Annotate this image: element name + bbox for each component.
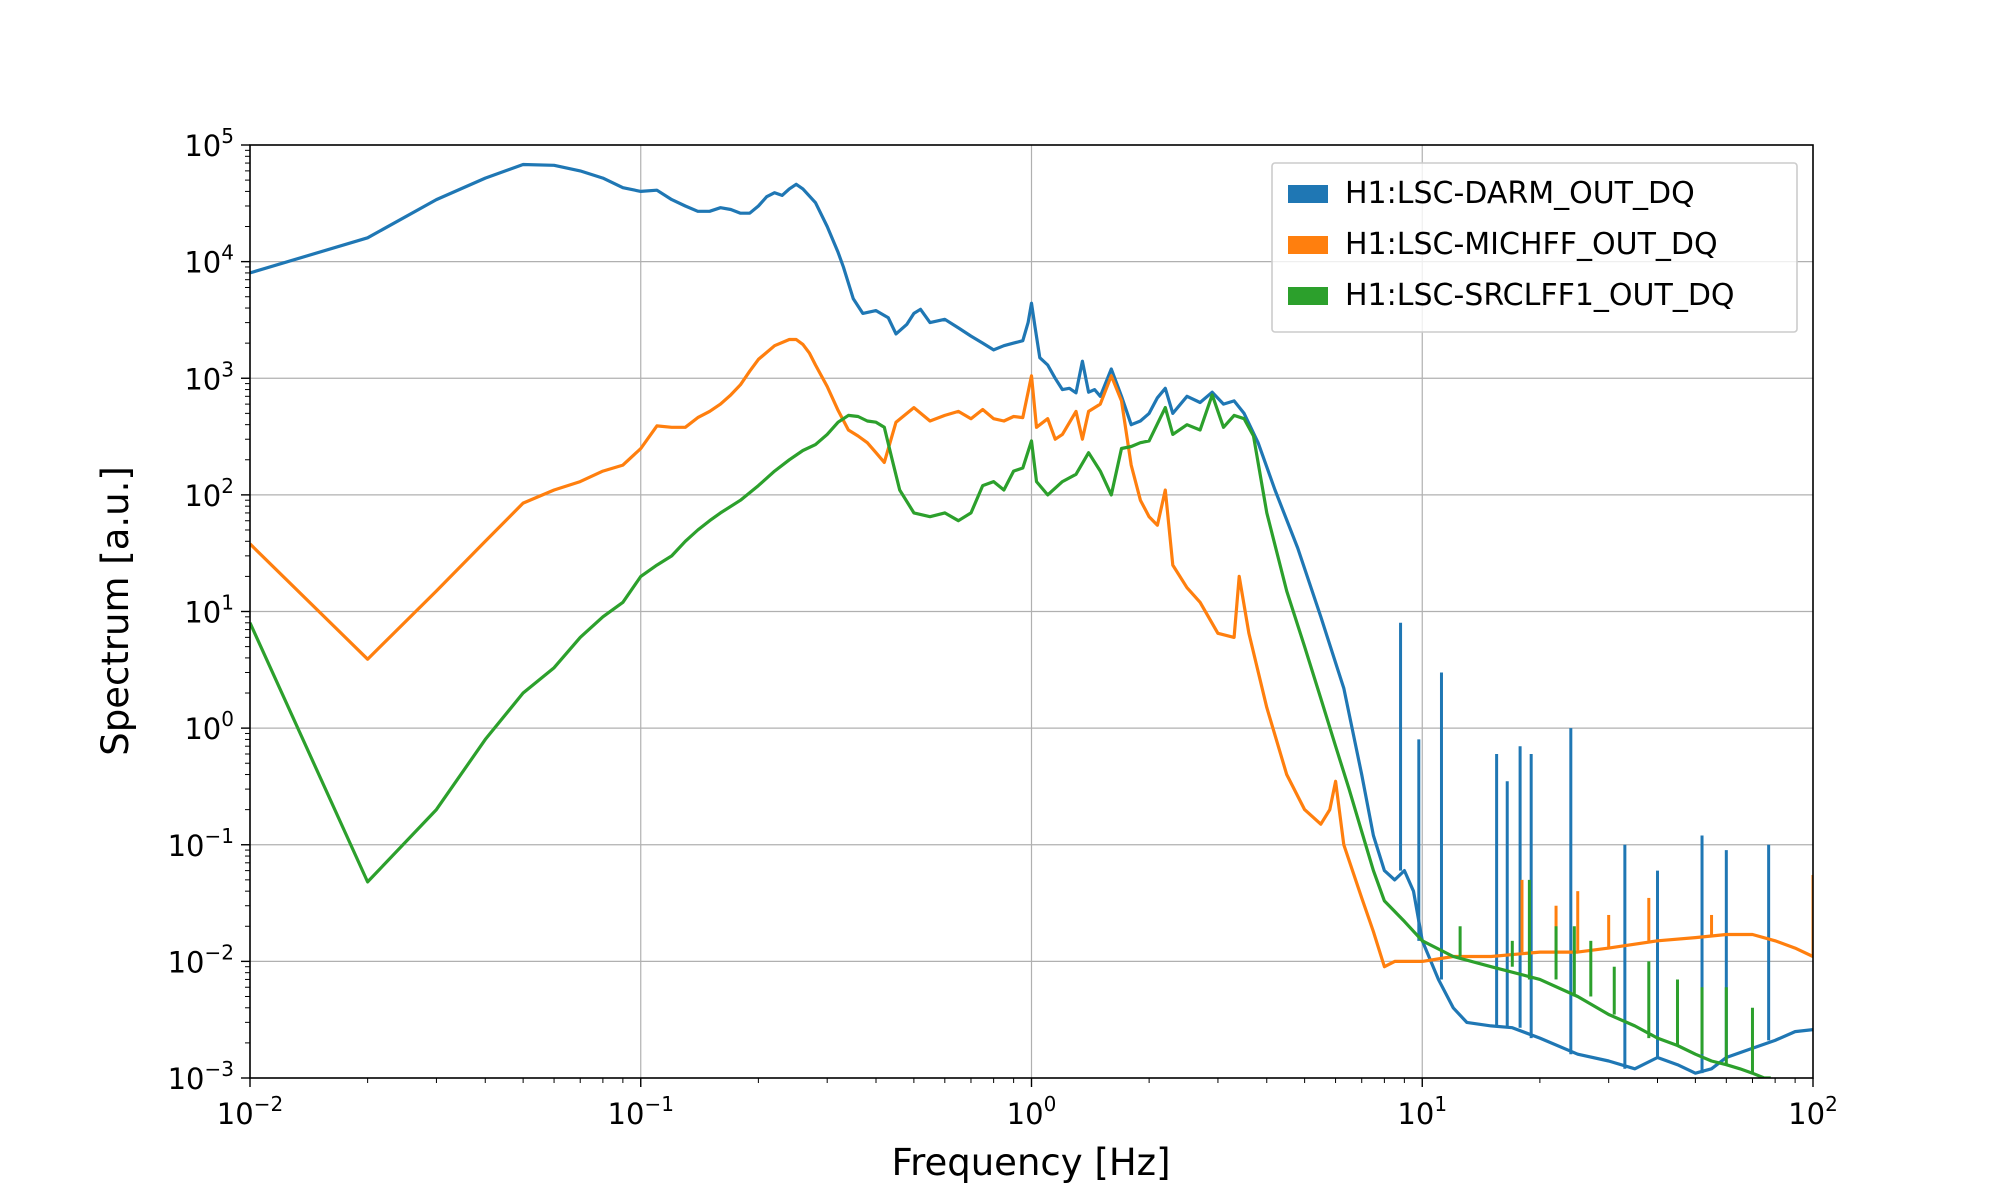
series-line-h1-lsc-srclff1-out-dq	[250, 393, 1771, 1078]
legend-swatch	[1288, 185, 1328, 203]
y-tick-label: 103	[184, 357, 234, 396]
x-tick-label: 102	[1788, 1092, 1838, 1131]
x-tick-label: 100	[1007, 1092, 1057, 1131]
series-layer	[250, 162, 1813, 1078]
legend-swatch	[1288, 236, 1328, 254]
series-line-h1-lsc-michff-out-dq	[250, 337, 1813, 969]
legend-label: H1:LSC-SRCLFF1_OUT_DQ	[1345, 278, 1735, 313]
y-tick-label: 105	[184, 124, 234, 163]
x-tick-label: 101	[1397, 1092, 1447, 1131]
legend-swatch	[1288, 287, 1328, 305]
x-axis-label: Frequency [Hz]	[891, 1141, 1170, 1184]
series-line-h1-lsc-darm-out-dq	[250, 162, 1813, 1075]
legend-label: H1:LSC-MICHFF_OUT_DQ	[1345, 227, 1718, 262]
axis-ticks: 10−2 10−1 100 101 10210−310−210−110010110210…	[168, 124, 1838, 1131]
y-tick-label: 102	[184, 474, 234, 513]
y-tick-label: 104	[184, 241, 234, 280]
y-tick-label: 10−2	[168, 940, 234, 979]
legend: H1:LSC-DARM_OUT_DQ H1:LSC-MICHFF_OUT_DQ H1…	[1271, 162, 1798, 333]
y-tick-label: 10−3	[168, 1057, 234, 1096]
x-tick-label: 10−2	[217, 1092, 283, 1131]
y-tick-label: 10−1	[168, 824, 234, 863]
y-axis-label: Spectrum [a.u.]	[94, 466, 137, 756]
x-tick-label: 10−1	[608, 1092, 674, 1131]
y-tick-label: 101	[184, 591, 234, 630]
legend-label: H1:LSC-DARM_OUT_DQ	[1345, 176, 1695, 211]
legend-box	[1271, 162, 1798, 333]
y-tick-label: 100	[184, 707, 234, 746]
